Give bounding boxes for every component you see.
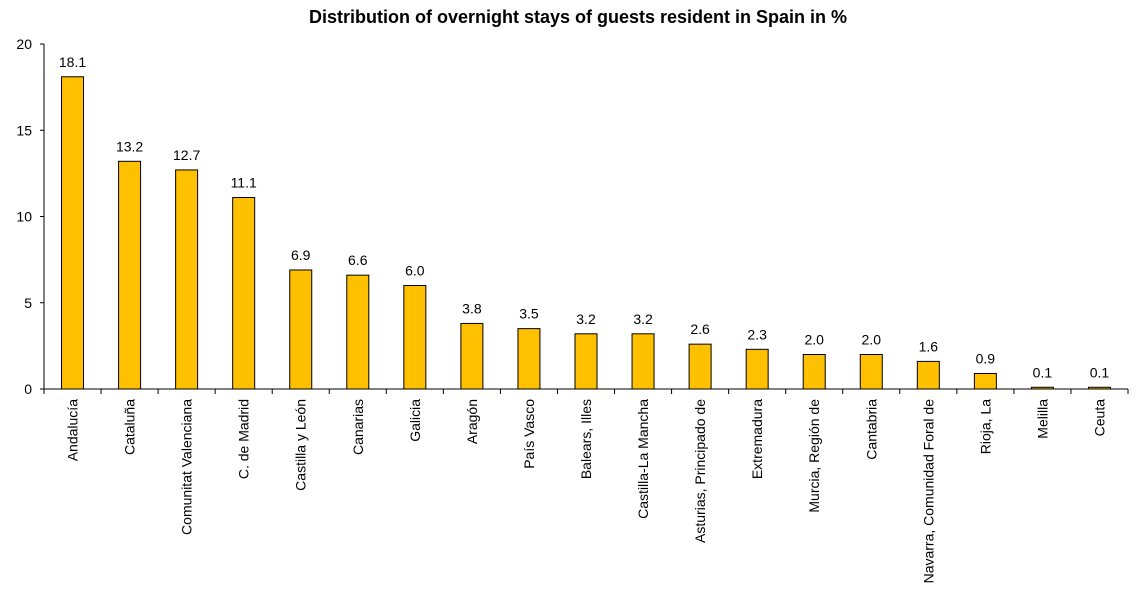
category-label: Canarias [350,399,366,455]
category-label: Aragón [464,399,480,444]
y-tick-label: 15 [16,122,32,138]
y-tick-label: 20 [16,36,32,52]
category-label: País Vasco [521,399,537,469]
category-label: Extremadura [749,399,765,479]
category-label: Murcia, Región de [806,399,822,513]
data-label: 11.1 [231,175,257,191]
bar [802,354,826,390]
bar [118,160,142,390]
bar [289,269,313,390]
data-label: 18.1 [59,54,86,70]
data-label: 6.6 [348,252,368,268]
data-labels: 18.1 13.2 12.7 11.1 6.9 6.6 6.0 3.8 3.5 3.2 3.2 2.6… [59,54,1110,380]
data-label: 3.8 [462,300,482,316]
data-label: 2.0 [804,332,824,348]
category-label: Melilla [1034,399,1050,439]
bar [517,328,541,390]
category-label: C. de Madrid [236,399,252,479]
bar [688,343,712,390]
data-label: 2.6 [690,321,710,337]
bar [859,354,883,390]
bar [232,197,256,390]
bar [631,333,655,390]
category-label: Navarra, Comunidad Foral de [920,399,936,584]
y-axis: 0 5 10 15 20 [16,36,45,397]
bars [61,76,1111,390]
data-label: 0.9 [976,350,996,366]
data-label: 1.6 [919,338,939,354]
bar [1030,386,1054,390]
bar [973,372,997,390]
x-axis [43,388,1129,394]
category-label: Rioja, La [977,399,993,454]
category-labels: Andalucía Cataluña Comunitat Valenciana C. … [65,399,1108,584]
y-tick-label: 0 [24,381,32,397]
data-label: 13.2 [116,138,143,154]
y-tick-label: 5 [24,295,32,311]
chart-title: Distribution of overnight stays of guest… [309,7,847,27]
category-label: Asturias, Principado de [692,399,708,543]
category-label: Cataluña [122,399,138,455]
bar [574,333,598,390]
category-label: Galicia [407,399,423,442]
data-label: 0.1 [1033,364,1053,380]
bar [61,76,85,390]
category-label: Ceuta [1091,399,1107,437]
bar [1087,386,1111,390]
category-label: Comunitat Valenciana [179,399,195,535]
bar [916,360,940,390]
data-label: 6.0 [405,263,425,279]
data-label: 2.3 [747,326,767,342]
data-label: 12.7 [173,147,200,163]
bar [460,322,484,390]
category-label: Balears, Illes [578,399,594,479]
data-label: 0.1 [1090,364,1110,380]
data-label: 3.2 [576,311,596,327]
category-label: Castilla y León [293,399,309,491]
category-label: Andalucía [65,399,81,461]
category-label: Cantabria [863,399,879,460]
bar [175,169,199,390]
data-label: 2.0 [862,332,882,348]
category-label: Castilla-La Mancha [635,399,651,519]
data-label: 6.9 [291,247,311,263]
y-tick-label: 10 [16,209,32,225]
bar [403,285,427,390]
bar [745,348,769,390]
data-label: 3.2 [633,311,653,327]
data-label: 3.5 [519,306,539,322]
bar [346,274,370,390]
